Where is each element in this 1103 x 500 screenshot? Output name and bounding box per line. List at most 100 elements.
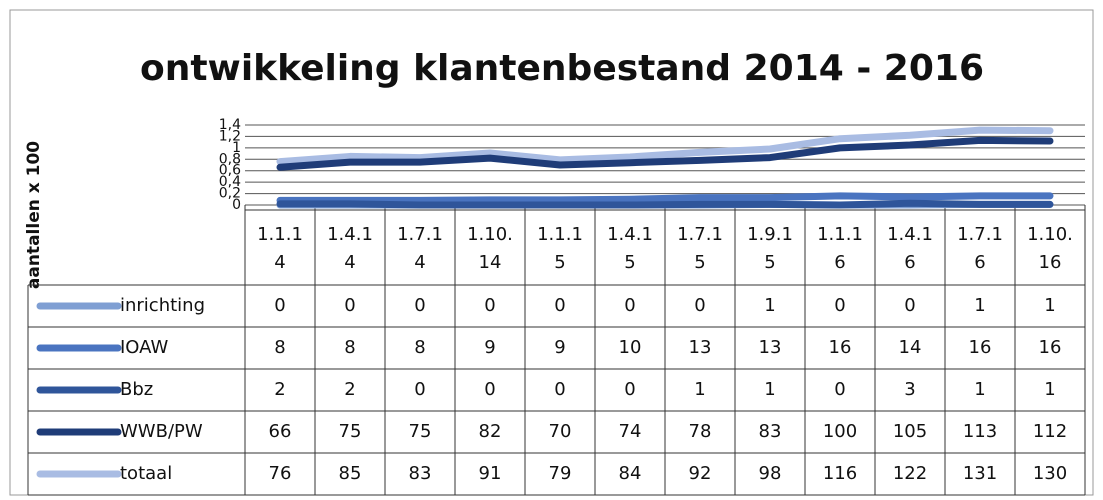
x-tick-label: 1.7.1 5	[677, 224, 723, 273]
table-value: 100	[823, 421, 857, 442]
table-value: 1	[764, 295, 775, 316]
table-value: 8	[414, 337, 425, 358]
table-value: 74	[619, 421, 642, 442]
x-tick-label-part: 1.1.1	[257, 224, 303, 245]
table-value: 1	[764, 379, 775, 400]
table-value: 16	[969, 337, 992, 358]
table-value: 9	[484, 337, 495, 358]
table-value: 2	[344, 379, 355, 400]
y-tick-label: 1,4	[219, 117, 241, 133]
x-tick-label-part: 1.4.1	[327, 224, 373, 245]
legend-label: WWB/PW	[120, 421, 203, 442]
x-tick-label-part: 1.7.1	[397, 224, 443, 245]
y-tick-label: 0,2	[219, 186, 241, 202]
x-tick-label-part: 1.10.	[467, 224, 513, 245]
legend-label: totaal	[120, 463, 172, 484]
x-tick-label: 1.10. 14	[467, 224, 513, 273]
table-value: 1	[694, 379, 705, 400]
x-tick-label-part: 14	[479, 252, 502, 273]
chart-title: ontwikkeling klantenbestand 2014 - 2016	[140, 48, 984, 89]
x-tick-label: 1.4.1 6	[887, 224, 933, 273]
x-tick-label: 1.1.1 6	[817, 224, 863, 273]
table-value: 0	[344, 295, 355, 316]
table-value: 83	[409, 463, 432, 484]
table-value: 75	[339, 421, 362, 442]
table-value: 79	[549, 463, 572, 484]
x-tick-label-part: 6	[974, 252, 985, 273]
table-value: 1	[974, 295, 985, 316]
table-value: 91	[479, 463, 502, 484]
x-tick-label-part: 1.1.1	[817, 224, 863, 245]
table-value: 92	[689, 463, 712, 484]
table-value: 0	[554, 295, 565, 316]
x-tick-label-part: 4	[414, 252, 425, 273]
table-value: 116	[823, 463, 857, 484]
y-axis-label: aantallen x 100	[24, 141, 44, 289]
table-value: 113	[963, 421, 997, 442]
x-tick-label: 1.1.1 5	[537, 224, 583, 273]
table-value: 3	[904, 379, 915, 400]
table-value: 0	[414, 379, 425, 400]
table-value: 0	[554, 379, 565, 400]
table-value: 85	[339, 463, 362, 484]
x-tick-label-part: 5	[554, 252, 565, 273]
legend-label: inrichting	[120, 295, 205, 316]
table-value: 82	[479, 421, 502, 442]
table-value: 0	[904, 295, 915, 316]
table-value: 0	[624, 295, 635, 316]
x-tick-label-part: 16	[1039, 252, 1062, 273]
table-value: 70	[549, 421, 572, 442]
x-tick-label: 1.4.1 4	[327, 224, 373, 273]
table-value: 76	[269, 463, 292, 484]
table-value: 0	[834, 379, 845, 400]
table-value: 75	[409, 421, 432, 442]
table-value: 130	[1033, 463, 1067, 484]
x-tick-label-part: 5	[694, 252, 705, 273]
x-tick-label-part: 1.7.1	[957, 224, 1003, 245]
series-line	[276, 192, 1054, 204]
x-tick-label-part: 5	[624, 252, 635, 273]
x-tick-label-part: 1.4.1	[887, 224, 933, 245]
table-value: 131	[963, 463, 997, 484]
x-tick-label: 1.9.1 5	[747, 224, 793, 273]
x-tick-label-part: 1.1.1	[537, 224, 583, 245]
table-value: 13	[689, 337, 712, 358]
series-line	[276, 136, 1054, 171]
table-value: 1	[1044, 295, 1055, 316]
table-value: 1	[974, 379, 985, 400]
y-tick-label: 1	[232, 140, 241, 156]
y-tick-label: 0,8	[219, 151, 241, 167]
table-value: 0	[624, 379, 635, 400]
table-value: 66	[269, 421, 292, 442]
table-value: 122	[893, 463, 927, 484]
table-value: 16	[829, 337, 852, 358]
x-tick-label-part: 6	[834, 252, 845, 273]
legend-label: IOAW	[120, 337, 168, 358]
y-tick-label: 1,2	[219, 128, 241, 144]
x-tick-label-part: 1.4.1	[607, 224, 653, 245]
series-line	[276, 126, 1054, 166]
table-value: 10	[619, 337, 642, 358]
x-tick-label: 1.7.1 6	[957, 224, 1003, 273]
x-tick-label-part: 4	[274, 252, 285, 273]
table-value: 0	[414, 295, 425, 316]
chart-frame	[9, 9, 1094, 496]
y-tick-label: 0	[232, 197, 241, 213]
x-tick-label-part: 6	[904, 252, 915, 273]
table-value: 112	[1033, 421, 1067, 442]
table-value: 98	[759, 463, 782, 484]
x-tick-label: 1.7.1 4	[397, 224, 443, 273]
table-value: 0	[834, 295, 845, 316]
table-value: 13	[759, 337, 782, 358]
table-value: 0	[694, 295, 705, 316]
table-value: 16	[1039, 337, 1062, 358]
x-tick-label-part: 1.10.	[1027, 224, 1073, 245]
table-value: 84	[619, 463, 642, 484]
table-value: 105	[893, 421, 927, 442]
table-value: 1	[1044, 379, 1055, 400]
table-value: 2	[274, 379, 285, 400]
x-tick-label-part: 4	[344, 252, 355, 273]
legend-label: Bbz	[120, 379, 153, 400]
table-value: 8	[274, 337, 285, 358]
